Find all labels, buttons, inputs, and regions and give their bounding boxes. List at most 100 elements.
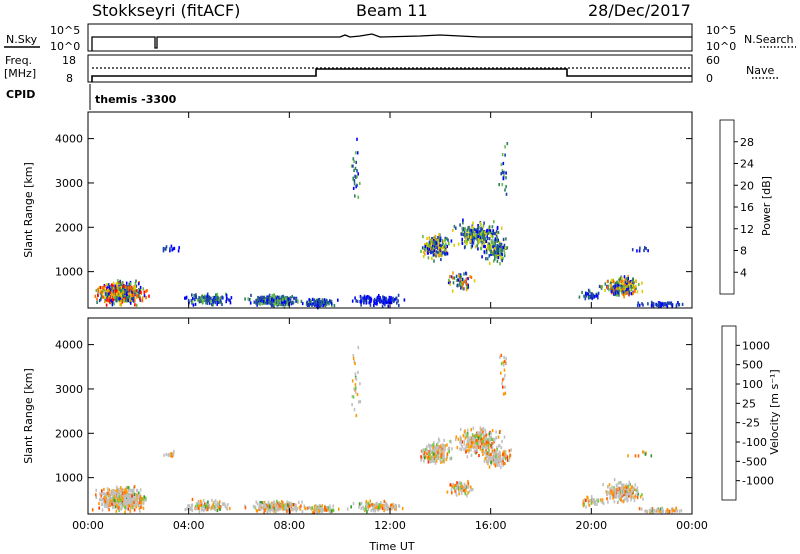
scatter-cell bbox=[462, 233, 465, 237]
scatter-cell bbox=[437, 254, 440, 258]
scatter-cell bbox=[625, 483, 628, 487]
scatter-cell bbox=[508, 449, 511, 453]
scatter-cell bbox=[642, 497, 644, 501]
scatter-cell bbox=[427, 460, 430, 464]
scatter-cell bbox=[128, 282, 130, 286]
scatter-cell bbox=[95, 288, 98, 293]
scatter-cell bbox=[120, 285, 123, 290]
scatter-cell bbox=[201, 501, 203, 505]
scatter-cell bbox=[658, 509, 661, 513]
scatter-cell bbox=[504, 391, 507, 395]
scatter-cell bbox=[96, 297, 98, 301]
scatter-cell bbox=[110, 298, 113, 302]
scatter-cell bbox=[465, 277, 468, 281]
scatter-cell bbox=[276, 506, 278, 510]
scatter-cell bbox=[204, 295, 207, 299]
scatter-cell bbox=[497, 246, 500, 250]
scatter-cell bbox=[488, 254, 491, 258]
scatter-cell bbox=[270, 300, 273, 304]
scatter-cell bbox=[386, 505, 388, 509]
scatter-cell bbox=[283, 299, 285, 304]
scatter-cell bbox=[426, 445, 428, 449]
scatter-cell bbox=[198, 510, 201, 514]
nsky-label: N.Sky bbox=[6, 33, 38, 46]
scatter-cell bbox=[497, 460, 500, 464]
scatter-cell bbox=[351, 379, 354, 383]
scatter-cell bbox=[499, 252, 501, 256]
y-tick-label: 4000 bbox=[55, 339, 83, 352]
scatter-cell bbox=[479, 438, 482, 442]
scatter-cell bbox=[597, 499, 600, 503]
scatter-cell bbox=[634, 454, 637, 458]
scatter-cell bbox=[627, 485, 629, 489]
scatter-cell bbox=[675, 506, 677, 510]
scatter-cell bbox=[379, 296, 381, 300]
scatter-cell bbox=[133, 495, 135, 499]
scatter-cell bbox=[358, 502, 361, 506]
scatter-cell bbox=[313, 303, 316, 307]
scatter-cell bbox=[113, 499, 116, 503]
scatter-cell bbox=[136, 493, 138, 497]
scatter-cell bbox=[259, 296, 261, 300]
scatter-cell bbox=[98, 286, 101, 290]
scatter-cell bbox=[217, 506, 220, 510]
scatter-cell bbox=[109, 290, 111, 295]
scatter-cell bbox=[212, 503, 214, 507]
scatter-cell bbox=[274, 502, 277, 506]
scatter-cell bbox=[286, 507, 288, 511]
scatter-cell bbox=[497, 230, 500, 235]
scatter-cell bbox=[472, 426, 475, 430]
scatter-cell bbox=[506, 455, 508, 459]
scatter-cell bbox=[384, 303, 386, 307]
scatter-cell bbox=[480, 441, 483, 446]
scatter-cell bbox=[131, 503, 133, 507]
scatter-cell bbox=[455, 493, 458, 497]
scatter-cell bbox=[433, 244, 435, 248]
scatter-cell bbox=[97, 287, 99, 291]
scatter-cell bbox=[461, 445, 464, 449]
scatter-cell bbox=[484, 430, 487, 434]
scatter-cell bbox=[364, 507, 367, 511]
scatter-cell bbox=[162, 249, 165, 253]
scatter-cell bbox=[493, 239, 496, 243]
scatter-cell bbox=[611, 286, 613, 290]
scatter-cell bbox=[498, 244, 501, 249]
scatter-cell bbox=[439, 253, 441, 257]
scatter-cell bbox=[139, 285, 142, 290]
scatter-cell bbox=[463, 430, 466, 434]
scatter-cell bbox=[490, 452, 492, 457]
scatter-cell bbox=[620, 285, 622, 289]
scatter-cell bbox=[128, 288, 131, 292]
scatter-cell bbox=[500, 162, 503, 167]
scatter-cell bbox=[206, 292, 209, 296]
scatter-cell bbox=[141, 296, 144, 300]
scatter-cell bbox=[437, 451, 439, 455]
scatter-cell bbox=[481, 241, 483, 245]
scatter-cell bbox=[606, 285, 608, 289]
scatter-cell bbox=[122, 494, 125, 499]
scatter-cell bbox=[628, 483, 631, 487]
scatter-cell bbox=[129, 298, 131, 302]
scatter-cell bbox=[328, 302, 330, 306]
x-tick-label: 20:00 bbox=[575, 519, 607, 532]
scatter-cell bbox=[367, 501, 369, 505]
scatter-cell bbox=[272, 508, 274, 512]
scatter-cell bbox=[107, 299, 109, 303]
scatter-cell bbox=[124, 495, 126, 499]
scatter-cell bbox=[310, 300, 312, 304]
scatter-cell bbox=[501, 253, 503, 257]
scatter-cell bbox=[499, 262, 501, 266]
scatter-cell bbox=[198, 300, 201, 304]
scatter-cell bbox=[276, 504, 279, 508]
scatter-cell bbox=[466, 440, 469, 444]
scatter-cell bbox=[672, 508, 674, 512]
scatter-cell bbox=[618, 278, 620, 282]
scatter-cell bbox=[264, 508, 266, 513]
scatter-cell bbox=[432, 448, 434, 452]
scatter-cell bbox=[127, 285, 129, 289]
scatter-cell bbox=[364, 298, 367, 302]
scatter-cell bbox=[504, 373, 506, 378]
scatter-cell bbox=[391, 506, 393, 510]
velocity-colorbar-label: Velocity [m s⁻¹] bbox=[768, 369, 781, 454]
